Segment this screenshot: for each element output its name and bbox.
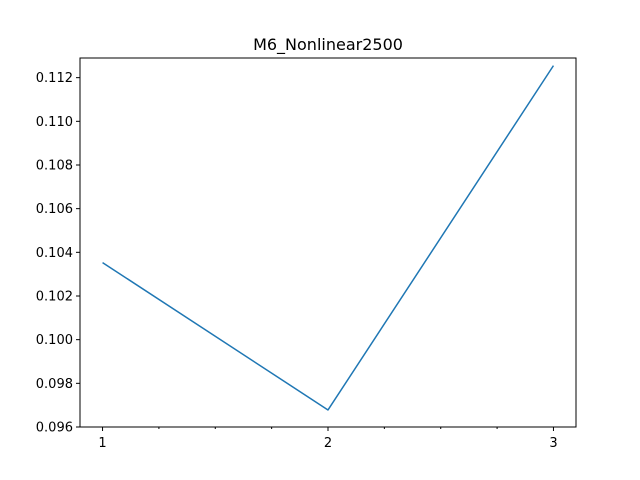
y-axis: 0.096 0.098 0.100 0.102 0.104 0.106 0.108 0.110… — [36, 71, 80, 436]
x-tick-label: 1 — [98, 436, 106, 451]
y-tick-label: 0.106 — [36, 202, 73, 217]
x-tick-label: 3 — [549, 436, 557, 451]
x-axis: 1 2 3 — [98, 427, 558, 451]
y-tick-label: 0.098 — [36, 377, 73, 392]
y-tick-label: 0.100 — [36, 333, 73, 348]
chart-title: M6_Nonlinear2500 — [253, 35, 403, 55]
x-tick-label: 2 — [324, 436, 332, 451]
y-tick-label: 0.112 — [36, 71, 73, 86]
series-line — [102, 65, 555, 411]
y-tick-label: 0.108 — [36, 158, 73, 173]
y-tick-label: 0.102 — [36, 289, 73, 304]
plot-area — [102, 65, 555, 411]
axes-frame — [79, 57, 577, 428]
y-tick-label: 0.110 — [36, 115, 73, 130]
y-tick-label: 0.104 — [36, 246, 73, 261]
y-tick-label: 0.096 — [36, 421, 73, 436]
